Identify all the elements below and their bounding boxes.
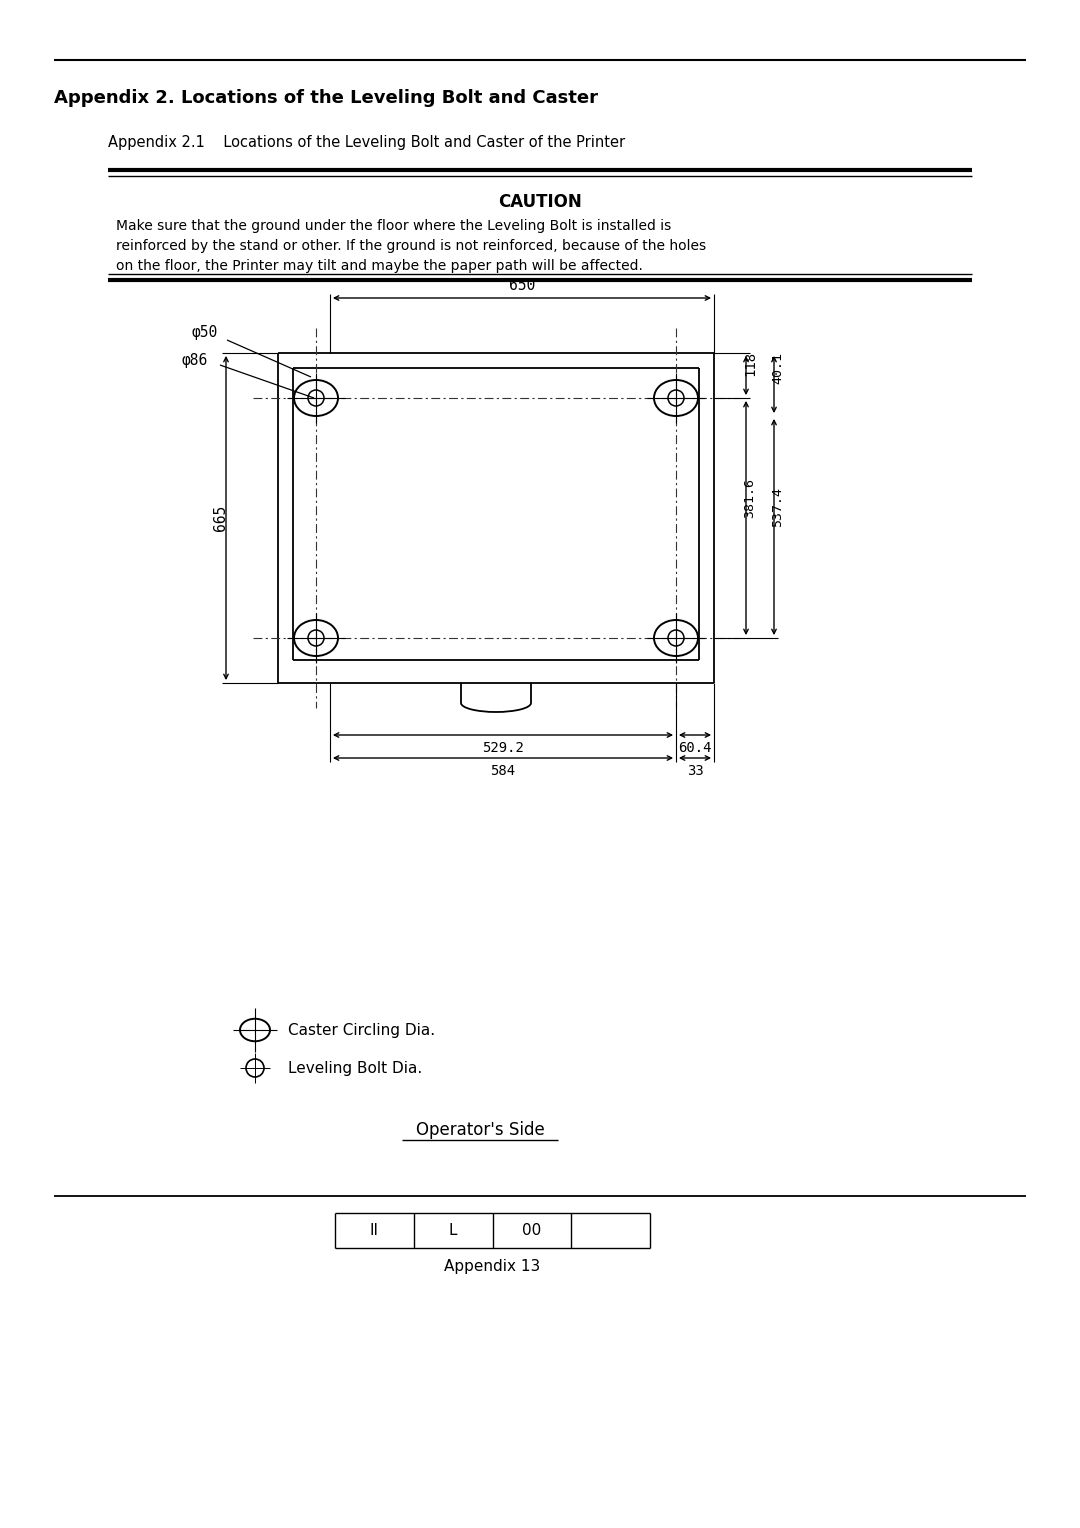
Text: Leveling Bolt Dia.: Leveling Bolt Dia. <box>288 1060 422 1076</box>
Text: 40.1: 40.1 <box>771 353 784 385</box>
Text: Appendix 13: Appendix 13 <box>444 1259 541 1273</box>
Text: Caster Circling Dia.: Caster Circling Dia. <box>288 1022 435 1038</box>
Text: on the floor, the Printer may tilt and maybe the paper path will be affected.: on the floor, the Printer may tilt and m… <box>116 260 643 274</box>
Text: 537.4: 537.4 <box>771 487 784 527</box>
Text: reinforced by the stand or other. If the ground is not reinforced, because of th: reinforced by the stand or other. If the… <box>116 238 706 254</box>
Text: 00: 00 <box>523 1222 541 1238</box>
Text: 584: 584 <box>490 764 515 778</box>
Text: 60.4: 60.4 <box>678 741 712 755</box>
Text: φ86: φ86 <box>183 353 208 368</box>
Text: Appendix 2. Locations of the Leveling Bolt and Caster: Appendix 2. Locations of the Leveling Bo… <box>54 89 598 107</box>
Text: L: L <box>449 1222 457 1238</box>
Text: 529.2: 529.2 <box>482 741 524 755</box>
Text: 33: 33 <box>687 764 703 778</box>
Text: 650: 650 <box>509 278 535 292</box>
Text: 665: 665 <box>214 504 229 532</box>
Text: φ50: φ50 <box>192 325 218 341</box>
Text: II: II <box>369 1222 379 1238</box>
Text: Operator's Side: Operator's Side <box>416 1122 544 1138</box>
Text: 118: 118 <box>743 350 757 376</box>
Text: CAUTION: CAUTION <box>498 193 582 211</box>
Text: 381.6: 381.6 <box>743 478 756 518</box>
Text: Appendix 2.1    Locations of the Leveling Bolt and Caster of the Printer: Appendix 2.1 Locations of the Leveling B… <box>108 136 625 150</box>
Text: Make sure that the ground under the floor where the Leveling Bolt is installed i: Make sure that the ground under the floo… <box>116 219 672 232</box>
